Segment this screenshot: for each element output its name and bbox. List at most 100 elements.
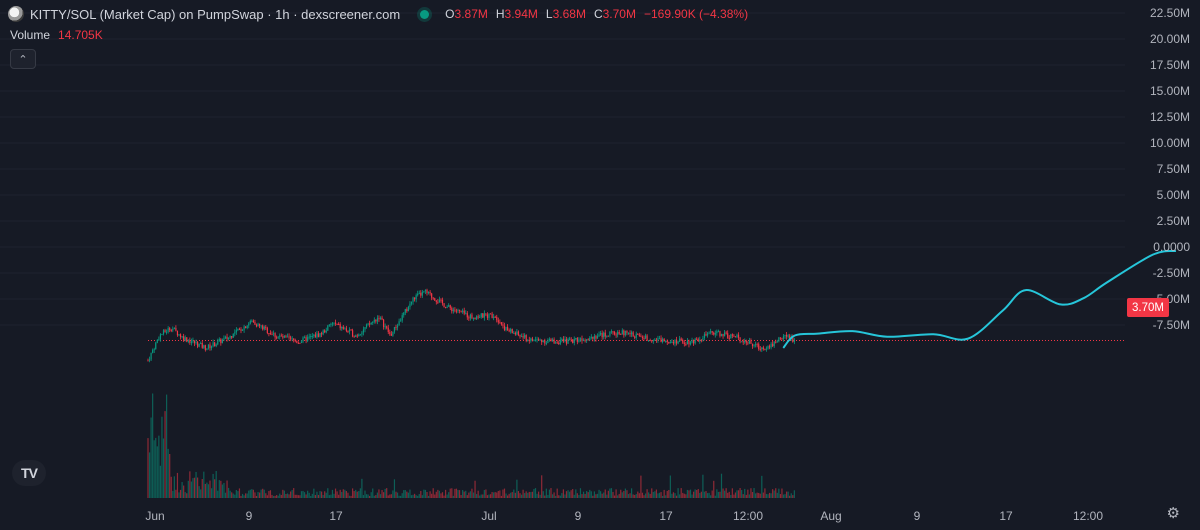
volume-bar [234,494,236,498]
candle-body [271,334,273,336]
candle-body [773,341,775,347]
volume-bar [637,491,639,498]
volume-bar [186,493,188,498]
volume-bar [600,491,602,498]
candle-body [644,335,647,339]
candle-body [592,336,594,339]
candle-body [254,322,256,325]
volume-bar [717,491,719,498]
candle-body [768,346,771,348]
volume-bar [238,488,241,498]
candle-body [496,316,498,321]
volume-bar [406,491,408,498]
volume-bar [634,494,636,498]
candle-body [269,333,272,335]
volume-bar [728,491,730,498]
volume-bar [654,491,656,498]
candle-body [169,328,171,330]
candle-body [209,344,211,349]
candle-body [409,303,411,307]
candle-body [483,313,485,318]
candle-body [474,317,476,320]
volume-bar [623,490,625,498]
ohlc-value: 3.70M [602,7,636,21]
volume-bar [448,492,450,498]
candle-body [398,321,400,326]
volume-bar [741,490,743,498]
volume-bar [228,487,230,498]
volume-bar [379,494,382,498]
volume-bar [286,493,289,498]
volume-bar [669,475,671,498]
candle-body [767,346,769,349]
volume-bar [462,490,464,498]
volume-bar [324,491,326,498]
candle-body [607,335,609,337]
candle-body [401,315,403,321]
candle-body [193,340,196,344]
volume-bar [240,495,242,498]
candle-body [302,337,304,342]
volume-bar [624,488,626,498]
volume-bar [674,493,676,498]
candle-body [600,333,602,335]
candle-body [345,328,347,331]
tradingview-logo-icon[interactable]: TV [12,460,46,486]
candle-body [655,339,657,341]
candle-body [635,333,637,338]
volume-bar [248,490,250,498]
candle-body [327,325,329,331]
volume-bar [200,489,202,498]
volume-bar [181,482,183,498]
volume-bar [339,489,341,498]
volume-bar [724,490,726,498]
candle-body [505,326,507,331]
candle-body [353,336,355,338]
volume-bar [606,494,608,498]
volume-bar [243,495,245,498]
collapse-legend-button[interactable]: ⌃ [10,49,36,69]
volume-bar [539,494,541,498]
volume-bar [313,488,315,498]
volume-bar [626,490,628,498]
volume-bar [389,494,391,498]
volume-bar [187,480,189,498]
volume-bar [494,492,496,498]
volume-bar [393,479,396,498]
candle-body [303,337,306,339]
volume-value: 14.705K [58,28,103,42]
volume-bar [268,491,270,498]
volume-bar [640,475,642,498]
candle-body [719,331,721,337]
candle-body [497,320,499,323]
candle-body [510,329,512,332]
time-axis[interactable]: Jun 9 17 Jul 9 17 12:00 Aug 9 17 12:00 [145,509,1103,523]
price-axis[interactable]: 22.50M 20.00M 17.50M 15.00M 12.50M 10.00M 7.50… [1150,6,1190,332]
volume-bar [280,494,282,498]
candle-body [460,310,462,312]
y-tick-label: -7.50M [1153,318,1190,332]
volume-bar [400,495,402,498]
volume-bar [370,492,372,498]
candle-body [469,314,471,319]
volume-bar [310,495,312,498]
volume-bar [685,494,687,498]
candle-body [152,350,154,353]
candle-body [392,331,394,336]
candle-body [544,340,546,344]
candle-body [522,336,524,338]
volume-bar [775,488,777,498]
gear-icon[interactable]: ⚙ [1166,505,1180,522]
volume-bar [643,495,645,498]
candle-body [708,332,710,334]
candle-body [293,338,295,341]
volume-bar [260,489,262,498]
x-tick-label: 17 [999,509,1013,523]
y-tick-label: 20.00M [1150,32,1190,46]
volume-bar [508,493,510,498]
volume-bar [401,493,403,498]
volume-bar [432,488,434,498]
y-tick-label: 22.50M [1150,6,1190,20]
volume-bar [463,491,465,498]
